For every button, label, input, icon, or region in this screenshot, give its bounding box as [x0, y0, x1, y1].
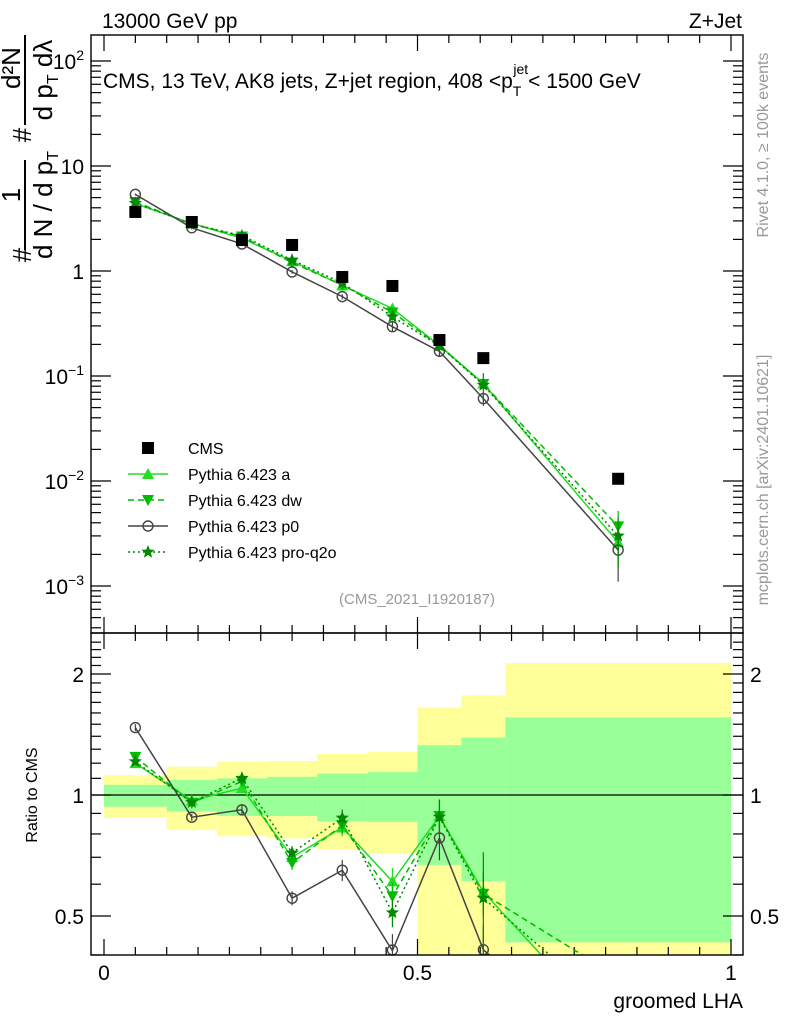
y-axis-label: # 1 d N / d pT # d²N d pT dλ: [0, 35, 62, 262]
ratio-point-pro-q2o: [476, 891, 490, 904]
ratio-tick-label-left: 0.5: [55, 906, 84, 929]
legend-label-cms: CMS: [188, 441, 224, 458]
point-pro-q2o: [476, 378, 490, 391]
ratio-point-pro-q2o: [235, 771, 249, 784]
point-cms: [185, 215, 198, 228]
ratio-point-pro-q2o: [128, 754, 142, 768]
x-tick-label: 0.5: [403, 962, 432, 985]
ratio-point-p0: [186, 811, 198, 823]
point-p0: [336, 290, 348, 303]
legend-label-a: Pythia 6.423 a: [188, 467, 290, 484]
ratio-point-a: [386, 875, 399, 887]
ratio-point-a: [235, 782, 248, 794]
ratio-point-pro-q2o: [432, 810, 447, 823]
header-right: Z+Jet: [689, 10, 742, 33]
x-axis-label: groomed LHA: [613, 990, 743, 1013]
ratio-point-pro-q2o: [385, 905, 400, 919]
point-pro-q2o: [611, 528, 625, 542]
ylabel-num1: 1: [0, 188, 26, 202]
ratio-tick-label-right: 0.5: [750, 906, 779, 929]
ratio-point-pro-q2o: [185, 795, 199, 808]
y-tick-label: 1: [72, 261, 84, 284]
ratio-point-pro-q2o: [335, 810, 349, 824]
ylabel-den1: d N / d pT: [28, 151, 62, 259]
ylabel-num2: d²N: [0, 47, 26, 89]
y-tick-label: 10−2: [45, 467, 85, 494]
point-p0: [286, 266, 298, 278]
y-tick-label: 102: [53, 47, 84, 74]
header-left: 13000 GeV pp: [102, 10, 237, 33]
rivet-version-text: Rivet 4.1.0, ≥ 100k events: [755, 53, 772, 238]
ratio-tick-label-right: 1: [750, 785, 762, 808]
point-cms: [129, 205, 142, 218]
point-cms: [286, 238, 299, 251]
ratio-tick-label-right: 2: [750, 664, 762, 687]
ratio-tick-label-left: 2: [72, 664, 84, 687]
ratio-y-label: Ratio to CMS: [24, 747, 41, 842]
legend: CMS Pythia 6.423 a Pythia 6.423 dw Pythi…: [128, 441, 337, 562]
point-cms: [433, 334, 446, 347]
point-cms: [477, 352, 490, 365]
axes-ticks: 0 0.5 1 10−3 10−2 10−1 1 10 102 0.5 0.5 1 1 2 2: [45, 35, 779, 985]
x-tick-label: 1: [725, 962, 737, 985]
ratio-point-pro-q2o: [285, 845, 299, 859]
legend-marker-cms: [142, 442, 154, 454]
ratio-point-p0: [336, 864, 348, 876]
point-pro-q2o: [385, 309, 400, 323]
ratio-bands: [91, 663, 743, 955]
ratio-marks: [128, 721, 583, 956]
x-tick-label: 0: [98, 962, 110, 985]
ylabel-hash: #: [7, 247, 37, 262]
ylabel-hash2: #: [7, 127, 37, 142]
y-tick-label: 10−1: [45, 362, 85, 389]
main-frame: [90, 34, 744, 634]
band-stat: [267, 776, 318, 816]
legend-marker-pro-q2o: [141, 545, 155, 558]
legend-label-p0: Pythia 6.423 p0: [188, 519, 299, 536]
point-pro-q2o: [128, 196, 142, 209]
analysis-id: (CMS_2021_I1920187): [339, 591, 495, 608]
series-line-pro-q2o: [135, 202, 619, 537]
band-stat: [505, 717, 731, 943]
point-cms: [612, 472, 625, 485]
main-marks: [128, 188, 625, 582]
mcplots-credit-text: mcplots.cern.ch [arXiv:2401.10621]: [755, 355, 772, 606]
ratio-point-p0: [286, 892, 298, 904]
point-cms: [235, 234, 248, 247]
series-line-a: [135, 202, 619, 543]
point-p0: [386, 320, 399, 333]
band-stat: [367, 772, 418, 822]
legend-label-dw: Pythia 6.423 dw: [188, 493, 302, 510]
ratio-frame: [90, 632, 744, 956]
ratio-point-dw: [286, 857, 299, 869]
ratio-point-p0: [129, 721, 142, 734]
legend-marker-p0: [142, 520, 154, 532]
ratio-point-p0: [236, 804, 248, 816]
point-pro-q2o: [285, 253, 299, 266]
plot-title: CMS, 13 TeV, AK8 jets, Z+jet region, 408…: [103, 61, 641, 99]
ylabel-den2: d pT dλ: [28, 40, 62, 121]
y-tick-label: 10: [61, 156, 84, 179]
legend-marker-a: [142, 468, 154, 479]
ratio-point-dw: [386, 891, 399, 903]
ratio-tick-label-left: 1: [72, 785, 84, 808]
band-stat: [104, 784, 167, 807]
legend-marker-dw: [142, 495, 154, 506]
data-marks: [128, 188, 625, 956]
legend-label-pro-q2o: Pythia 6.423 pro-q2o: [188, 545, 337, 562]
point-cms: [386, 279, 399, 292]
y-tick-label: 10−3: [45, 572, 85, 599]
point-cms: [336, 270, 349, 283]
